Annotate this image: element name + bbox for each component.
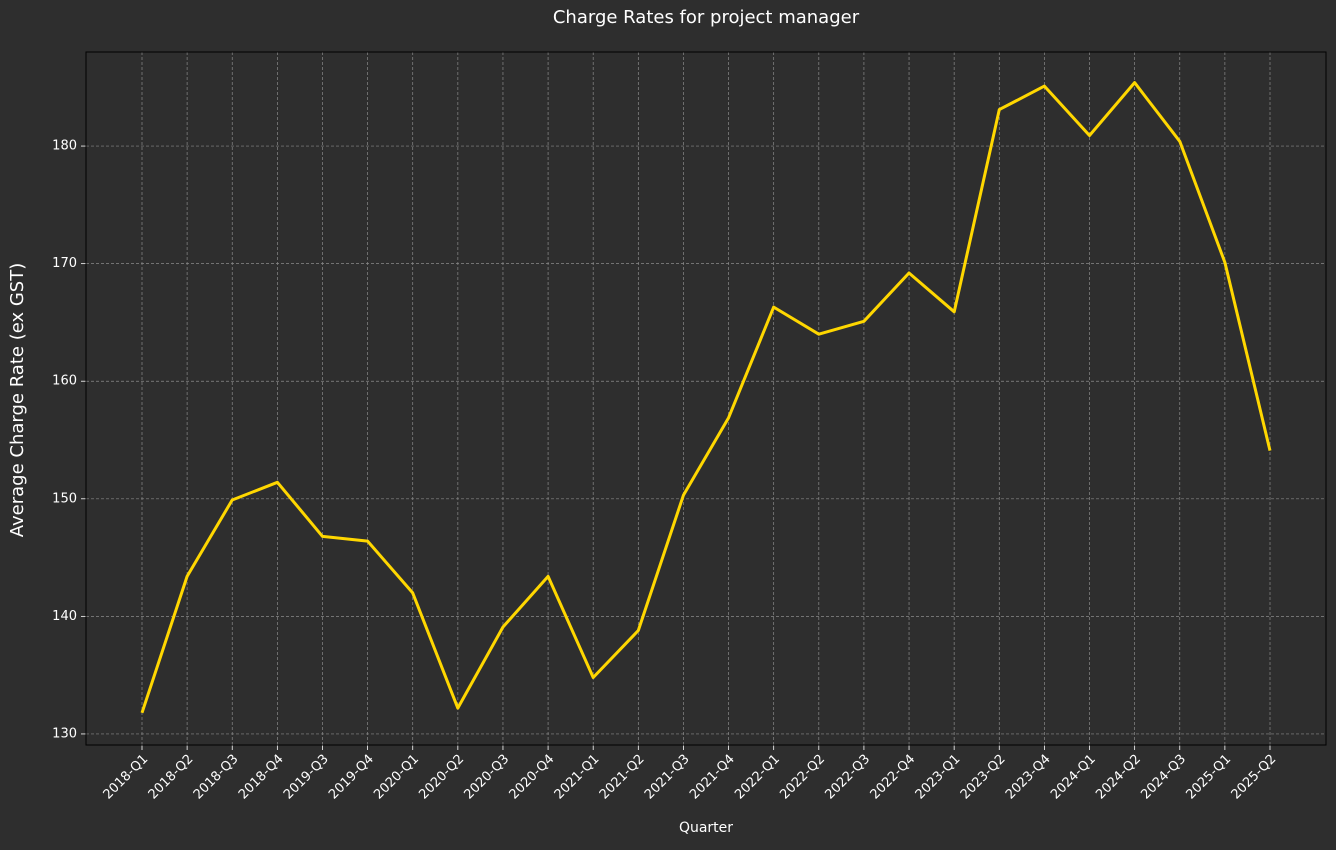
- y-tick-label: 160: [52, 374, 77, 389]
- y-tick-label: 170: [52, 256, 77, 271]
- y-axis-label: Average Charge Rate (ex GST): [7, 263, 28, 538]
- y-tick-label: 180: [52, 139, 77, 154]
- line: [140, 81, 1272, 714]
- chart-title: Charge Rates for project manager: [553, 7, 860, 28]
- y-tick-label: 140: [52, 609, 77, 624]
- plot-frame: [85, 51, 1327, 746]
- x-axis-label: Quarter: [679, 820, 733, 836]
- y-tick-label: 130: [52, 726, 77, 741]
- y-tick-label: 150: [52, 491, 77, 506]
